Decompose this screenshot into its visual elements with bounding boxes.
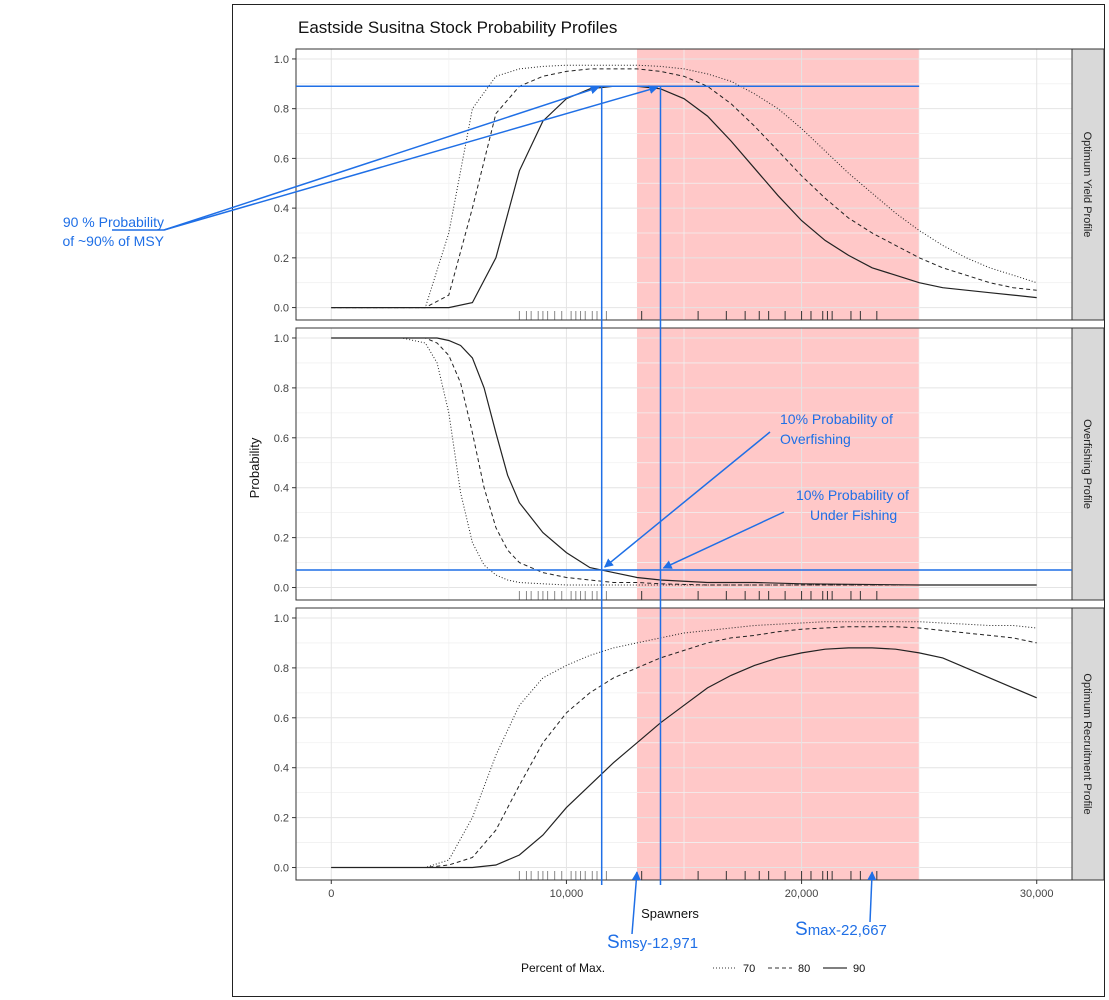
smsy-prefix: S [607, 932, 620, 953]
plot-panels: Optimum Yield Profile0.00.20.40.60.81.0O… [274, 48, 1105, 900]
x-tick-label: 10,000 [550, 888, 584, 900]
arrow-yield-left [163, 85, 600, 231]
left-note-line-2: of ~90% of MSY [62, 233, 164, 249]
series-line-90 [331, 337, 1037, 586]
shaded-range [636, 49, 920, 320]
legend-label-70: 70 [743, 963, 755, 975]
smax-value: max-22,667 [808, 922, 887, 939]
arrow-smsy [631, 871, 641, 935]
facet-strip-label: Optimum Recruitment Profile [1081, 673, 1093, 814]
y-tick-label: 0.4 [274, 483, 289, 495]
smsy-label: Smsy-12,971 [607, 932, 698, 953]
x-axis-label: Spawners [641, 906, 699, 921]
shaded-range [636, 608, 920, 880]
y-tick-label: 0.2 [274, 253, 289, 265]
y-tick-label: 0.6 [274, 713, 289, 725]
shaded-range [636, 328, 920, 600]
underfishing-note-line-2: Under Fishing [810, 507, 897, 523]
left-note-line-1: 90 % Probability [63, 214, 164, 230]
facet-strip [1071, 48, 1105, 321]
facet-strip [1071, 327, 1105, 601]
x-tick-label: 0 [328, 888, 334, 900]
y-tick-label: 0.6 [274, 433, 289, 445]
overfishing-note-line-2: Overfishing [780, 431, 851, 447]
facet-strip [1071, 607, 1105, 881]
annotation-layer [112, 85, 1072, 935]
panel-3: Optimum Recruitment Profile 0.0 0.2 0.4 0.6 0… [274, 607, 1105, 881]
series-line-90 [331, 647, 1037, 869]
smax-label: Smax-22,667 [795, 919, 887, 940]
overfishing-note-line-1: 10% Probability of [780, 411, 893, 427]
legend-label-80: 80 [798, 963, 810, 975]
arrow-overfishing [604, 431, 771, 568]
y-tick-label: 1.0 [274, 333, 289, 345]
x-tick-label: 20,000 [785, 888, 819, 900]
underfishing-note-line-1: 10% Probability of [796, 487, 909, 503]
y-tick-label: 0.8 [274, 104, 289, 116]
arrow-yield-right [163, 85, 659, 231]
legend-title: Percent of Max. [521, 961, 605, 975]
y-tick-label: 0.0 [274, 583, 289, 595]
smsy-value: msy-12,971 [620, 935, 698, 952]
series-line-70 [331, 64, 1037, 309]
series-line-90 [331, 85, 1037, 309]
series-line-70 [331, 337, 1037, 586]
x-tick-label: 30,000 [1020, 888, 1054, 900]
facet-strip-label: Overfishing Profile [1081, 419, 1093, 509]
smax-prefix: S [795, 919, 808, 940]
legend: Percent of Max. 70 80 90 [521, 961, 865, 975]
arrow-smax [867, 871, 877, 923]
chart-title: Eastside Susitna Stock Probability Profi… [298, 18, 617, 37]
y-tick-label: 0.0 [274, 863, 289, 875]
series-line-70 [331, 621, 1037, 868]
annotation-texts: 90 % Probability of ~90% of MSY 10% Prob… [62, 214, 909, 953]
y-tick-label: 0.8 [274, 663, 289, 675]
y-axis-label: Probability [247, 437, 262, 498]
y-tick-label: 0.6 [274, 153, 289, 165]
panel-1: Optimum Yield Profile 0.0 0.2 0.4 0.6 0.8 1.0 [274, 48, 1105, 321]
series-line-80 [331, 626, 1037, 868]
arrow-underfishing [662, 511, 785, 569]
y-tick-label: 0.2 [274, 813, 289, 825]
y-tick-label: 1.0 [274, 613, 289, 625]
legend-label-90: 90 [853, 963, 865, 975]
y-tick-label: 0.4 [274, 203, 289, 215]
facet-strip-label: Optimum Yield Profile [1081, 132, 1093, 238]
y-tick-label: 0.0 [274, 303, 289, 315]
y-tick-label: 0.2 [274, 533, 289, 545]
y-tick-label: 1.0 [274, 54, 289, 66]
series-line-80 [331, 337, 1037, 586]
y-tick-label: 0.8 [274, 383, 289, 395]
y-tick-label: 0.4 [274, 763, 289, 775]
panel-2: Overfishing Profile 0.0 0.2 0.4 0.6 0.8 1.0 [274, 327, 1105, 601]
